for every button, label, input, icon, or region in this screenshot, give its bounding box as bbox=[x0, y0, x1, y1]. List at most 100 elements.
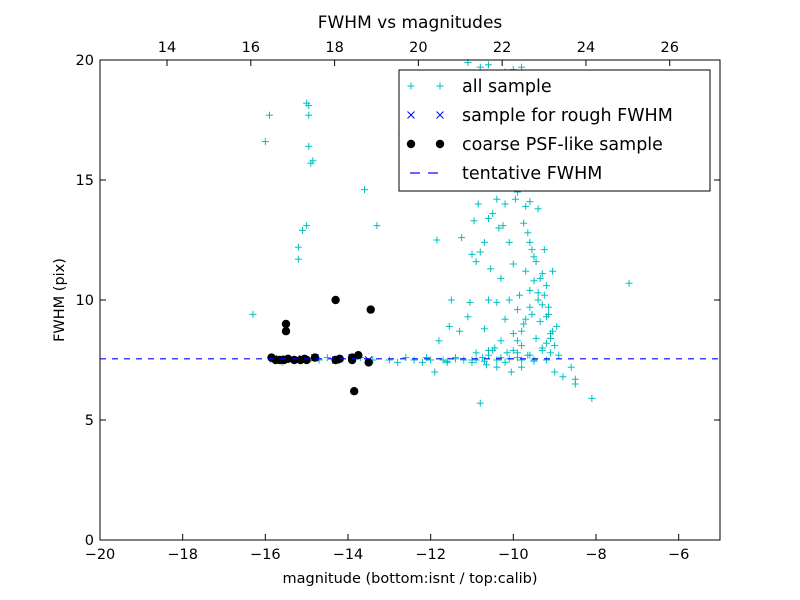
y-tick-label: 0 bbox=[85, 533, 94, 549]
data-point bbox=[518, 327, 526, 335]
top-x-tick-label: 22 bbox=[493, 40, 511, 56]
legend-entry: sample for rough FWHM bbox=[407, 106, 673, 126]
data-point bbox=[493, 195, 501, 203]
data-point bbox=[310, 353, 320, 362]
data-point bbox=[331, 295, 340, 305]
data-point bbox=[303, 222, 311, 230]
legend: all sample sample for rough FWHM coarse PS… bbox=[398, 69, 711, 192]
data-point bbox=[458, 234, 466, 242]
legend-marker bbox=[436, 82, 444, 90]
data-point bbox=[493, 363, 501, 371]
data-point bbox=[526, 303, 534, 311]
data-point bbox=[476, 399, 484, 407]
data-point bbox=[538, 301, 546, 309]
data-point bbox=[323, 354, 331, 362]
data-layer bbox=[249, 58, 633, 407]
data-point bbox=[485, 296, 493, 304]
data-point bbox=[468, 356, 476, 364]
data-point bbox=[534, 296, 542, 304]
data-point bbox=[433, 236, 441, 244]
data-point bbox=[445, 322, 453, 330]
data-point bbox=[513, 349, 521, 357]
data-point bbox=[443, 357, 451, 365]
data-point bbox=[410, 356, 418, 364]
data-point bbox=[505, 238, 513, 246]
data-point bbox=[518, 342, 526, 350]
legend-label: tentative FWHM bbox=[462, 164, 602, 184]
data-point bbox=[489, 210, 497, 218]
legend-marker bbox=[407, 82, 415, 90]
data-point bbox=[493, 298, 501, 306]
data-point bbox=[501, 358, 509, 366]
series-coarse-psf-like-sample bbox=[267, 295, 375, 396]
data-point bbox=[524, 229, 532, 237]
data-point bbox=[542, 356, 550, 364]
data-point bbox=[526, 286, 534, 294]
data-point bbox=[361, 186, 369, 194]
data-point bbox=[249, 310, 257, 318]
data-point bbox=[513, 306, 521, 314]
data-point bbox=[281, 319, 291, 329]
data-point bbox=[518, 363, 526, 371]
data-point bbox=[482, 361, 490, 369]
data-point bbox=[588, 394, 596, 402]
data-point bbox=[547, 349, 555, 357]
data-point bbox=[261, 138, 269, 146]
data-point bbox=[464, 313, 472, 321]
data-point bbox=[547, 334, 555, 342]
y-tick-label: 10 bbox=[76, 293, 94, 309]
data-point bbox=[540, 291, 548, 299]
legend-entry: coarse PSF-like sample bbox=[406, 135, 663, 155]
data-point bbox=[526, 238, 534, 246]
data-point bbox=[294, 243, 302, 251]
legend-label: all sample bbox=[462, 77, 552, 97]
data-point bbox=[520, 219, 528, 227]
data-point bbox=[501, 200, 509, 208]
data-point bbox=[505, 296, 513, 304]
data-point bbox=[551, 342, 559, 350]
data-point bbox=[394, 358, 402, 366]
data-point bbox=[567, 363, 575, 371]
legend-label: sample for rough FWHM bbox=[462, 106, 673, 126]
data-point bbox=[501, 315, 509, 323]
data-point bbox=[542, 339, 550, 347]
legend-entry: tentative FWHM bbox=[410, 164, 602, 184]
data-point bbox=[302, 355, 311, 365]
legend-entry: all sample bbox=[407, 77, 552, 97]
data-point bbox=[532, 334, 540, 342]
data-point bbox=[534, 289, 542, 297]
data-point bbox=[528, 310, 536, 318]
legend-label: coarse PSF-like sample bbox=[462, 135, 663, 155]
data-point bbox=[474, 200, 482, 208]
data-point bbox=[551, 368, 559, 376]
data-point bbox=[294, 255, 302, 263]
data-point bbox=[499, 222, 507, 230]
data-point bbox=[495, 224, 503, 232]
data-point bbox=[468, 250, 476, 258]
data-point bbox=[542, 282, 550, 290]
data-point bbox=[447, 296, 455, 304]
legend-box bbox=[398, 69, 711, 192]
data-point bbox=[625, 279, 633, 287]
y-tick-label: 15 bbox=[76, 173, 94, 189]
data-point bbox=[335, 354, 344, 363]
legend-marker bbox=[406, 139, 416, 149]
data-point bbox=[520, 320, 528, 328]
top-x-tick-label: 16 bbox=[242, 40, 260, 56]
data-point bbox=[497, 337, 505, 345]
data-point bbox=[290, 355, 299, 365]
data-point bbox=[354, 351, 363, 360]
x-tick-label: −20 bbox=[85, 547, 116, 563]
data-point bbox=[528, 246, 536, 254]
data-point bbox=[497, 354, 505, 362]
data-point bbox=[542, 313, 550, 321]
data-point bbox=[265, 111, 273, 119]
data-point bbox=[518, 356, 526, 364]
data-point bbox=[534, 205, 542, 213]
data-point bbox=[538, 270, 546, 278]
data-point bbox=[480, 325, 488, 333]
data-point bbox=[402, 354, 410, 362]
data-point bbox=[526, 198, 534, 206]
legend-marker bbox=[407, 111, 415, 119]
